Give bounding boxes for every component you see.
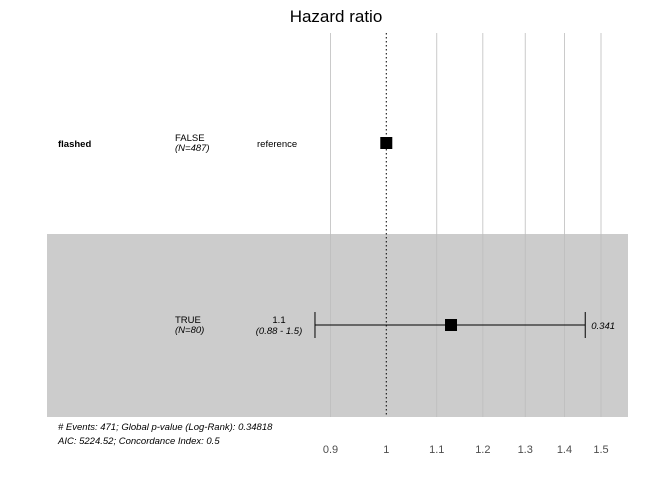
x-tick-label: 1 (383, 444, 389, 456)
level-label: TRUE (175, 315, 201, 326)
estimate-label: reference (257, 139, 297, 150)
footer-line-2: AIC: 5224.52; Concordance Index: 0.5 (57, 436, 220, 447)
n-label: (N=487) (175, 143, 210, 154)
level-label: FALSE (175, 133, 205, 144)
ci-label: (0.88 - 1.5) (256, 326, 302, 337)
n-label: (N=80) (175, 325, 204, 336)
x-tick-label: 0.9 (323, 444, 338, 456)
row-labels: flashed FALSE(N=487) reference TRUE(N=80) 1.… (58, 133, 615, 337)
hazard-ratio-point (445, 319, 458, 331)
estimates (314, 137, 586, 338)
gridlines (330, 33, 602, 417)
footer-line-1: # Events: 471; Global p-value (Log-Rank)… (58, 422, 273, 433)
x-tick-label: 1.4 (557, 444, 572, 456)
x-tick-label: 1.5 (593, 444, 608, 456)
variable-label: flashed (58, 139, 91, 150)
x-tick-label: 1.2 (475, 444, 490, 456)
hazard-ratio-point (380, 137, 393, 149)
chart-title: Hazard ratio (290, 7, 383, 26)
estimate-label: 1.1 (272, 315, 285, 326)
x-tick-label: 1.1 (429, 444, 444, 456)
x-tick-label: 1.3 (518, 444, 533, 456)
x-axis-ticks: 0.9 1 1.1 1.2 1.3 1.4 1.5 (323, 444, 609, 456)
p-value-label: 0.341 (591, 321, 615, 332)
